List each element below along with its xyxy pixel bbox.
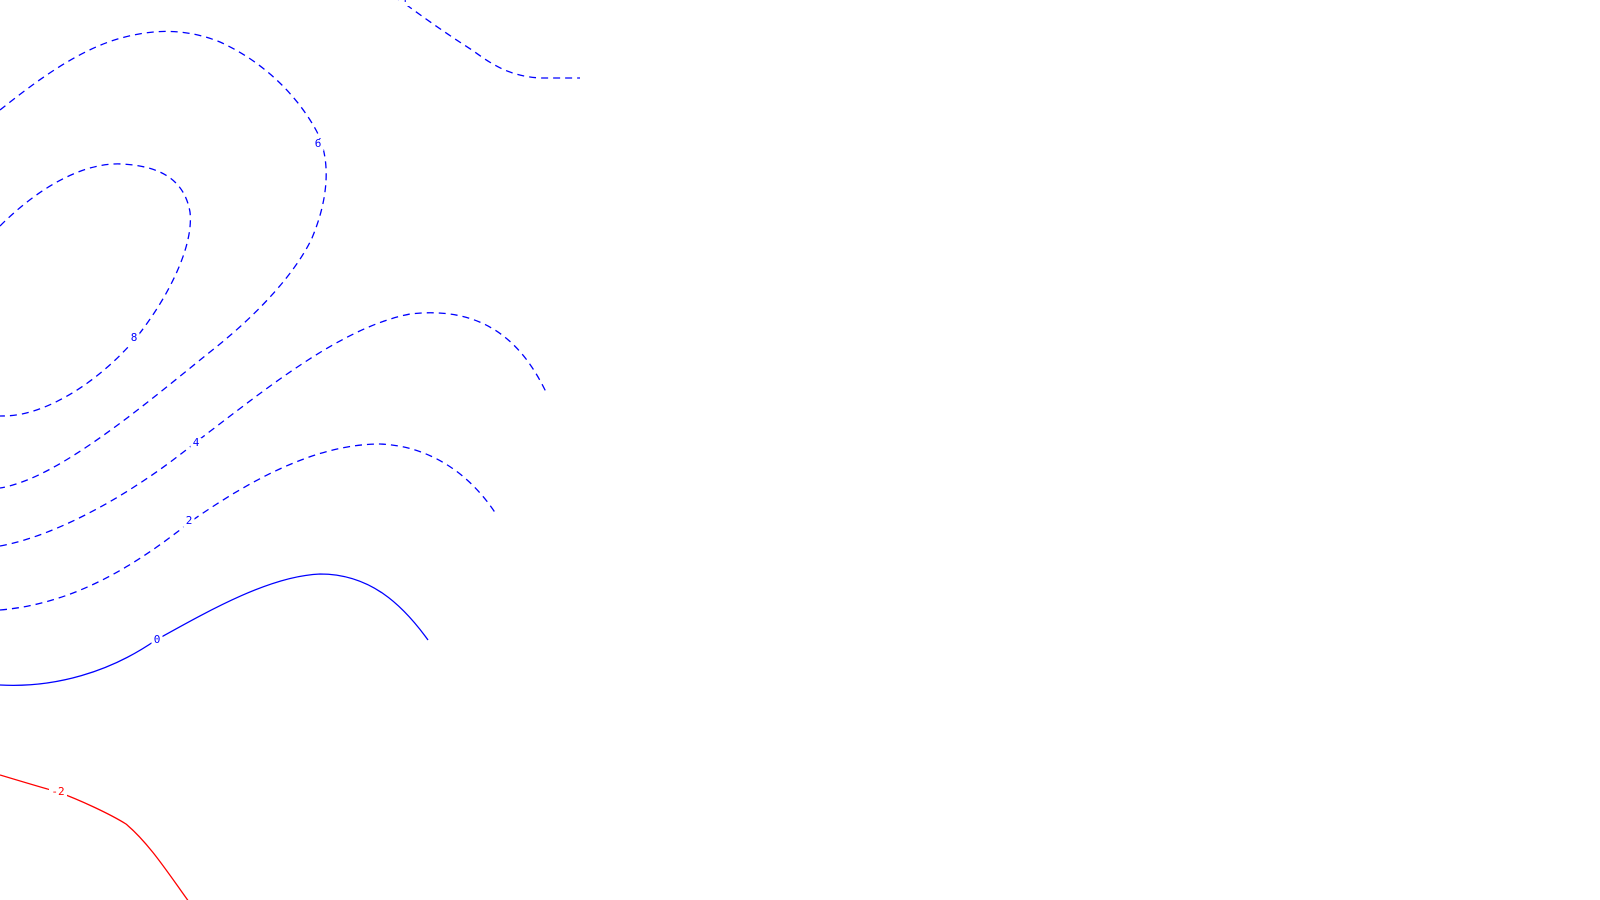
contour-layer: 4 6 8 4 2 0 -2	[0, 0, 580, 900]
contour-line-c-4-top	[397, 0, 580, 79]
contour-line-c-4	[0, 312, 547, 547]
contour-label-gap	[49, 787, 67, 799]
contour-label-gap	[128, 333, 140, 345]
contour-label-c-neg2: -2	[51, 785, 64, 798]
contour-label-c-6: 6	[315, 137, 322, 150]
contour-label-gap	[190, 438, 202, 450]
contour-label-c-4: 4	[193, 436, 200, 449]
contour-label-gap	[183, 516, 195, 528]
contour-label-gap	[151, 635, 163, 647]
contour-line-c-8	[0, 163, 192, 417]
contour-line-c-0	[0, 573, 429, 687]
contour-line-c-neg2	[0, 774, 189, 900]
contour-label-gap	[398, 0, 410, 6]
contour-line-c-2	[0, 443, 497, 611]
contour-label-c-4-top: 4	[401, 0, 408, 5]
contour-line-c-6	[0, 30, 327, 489]
contour-label-c-8: 8	[131, 331, 138, 344]
contour-label-gap	[312, 139, 324, 151]
contour-label-c-2: 2	[186, 514, 193, 527]
contour-label-c-0: 0	[154, 633, 161, 646]
